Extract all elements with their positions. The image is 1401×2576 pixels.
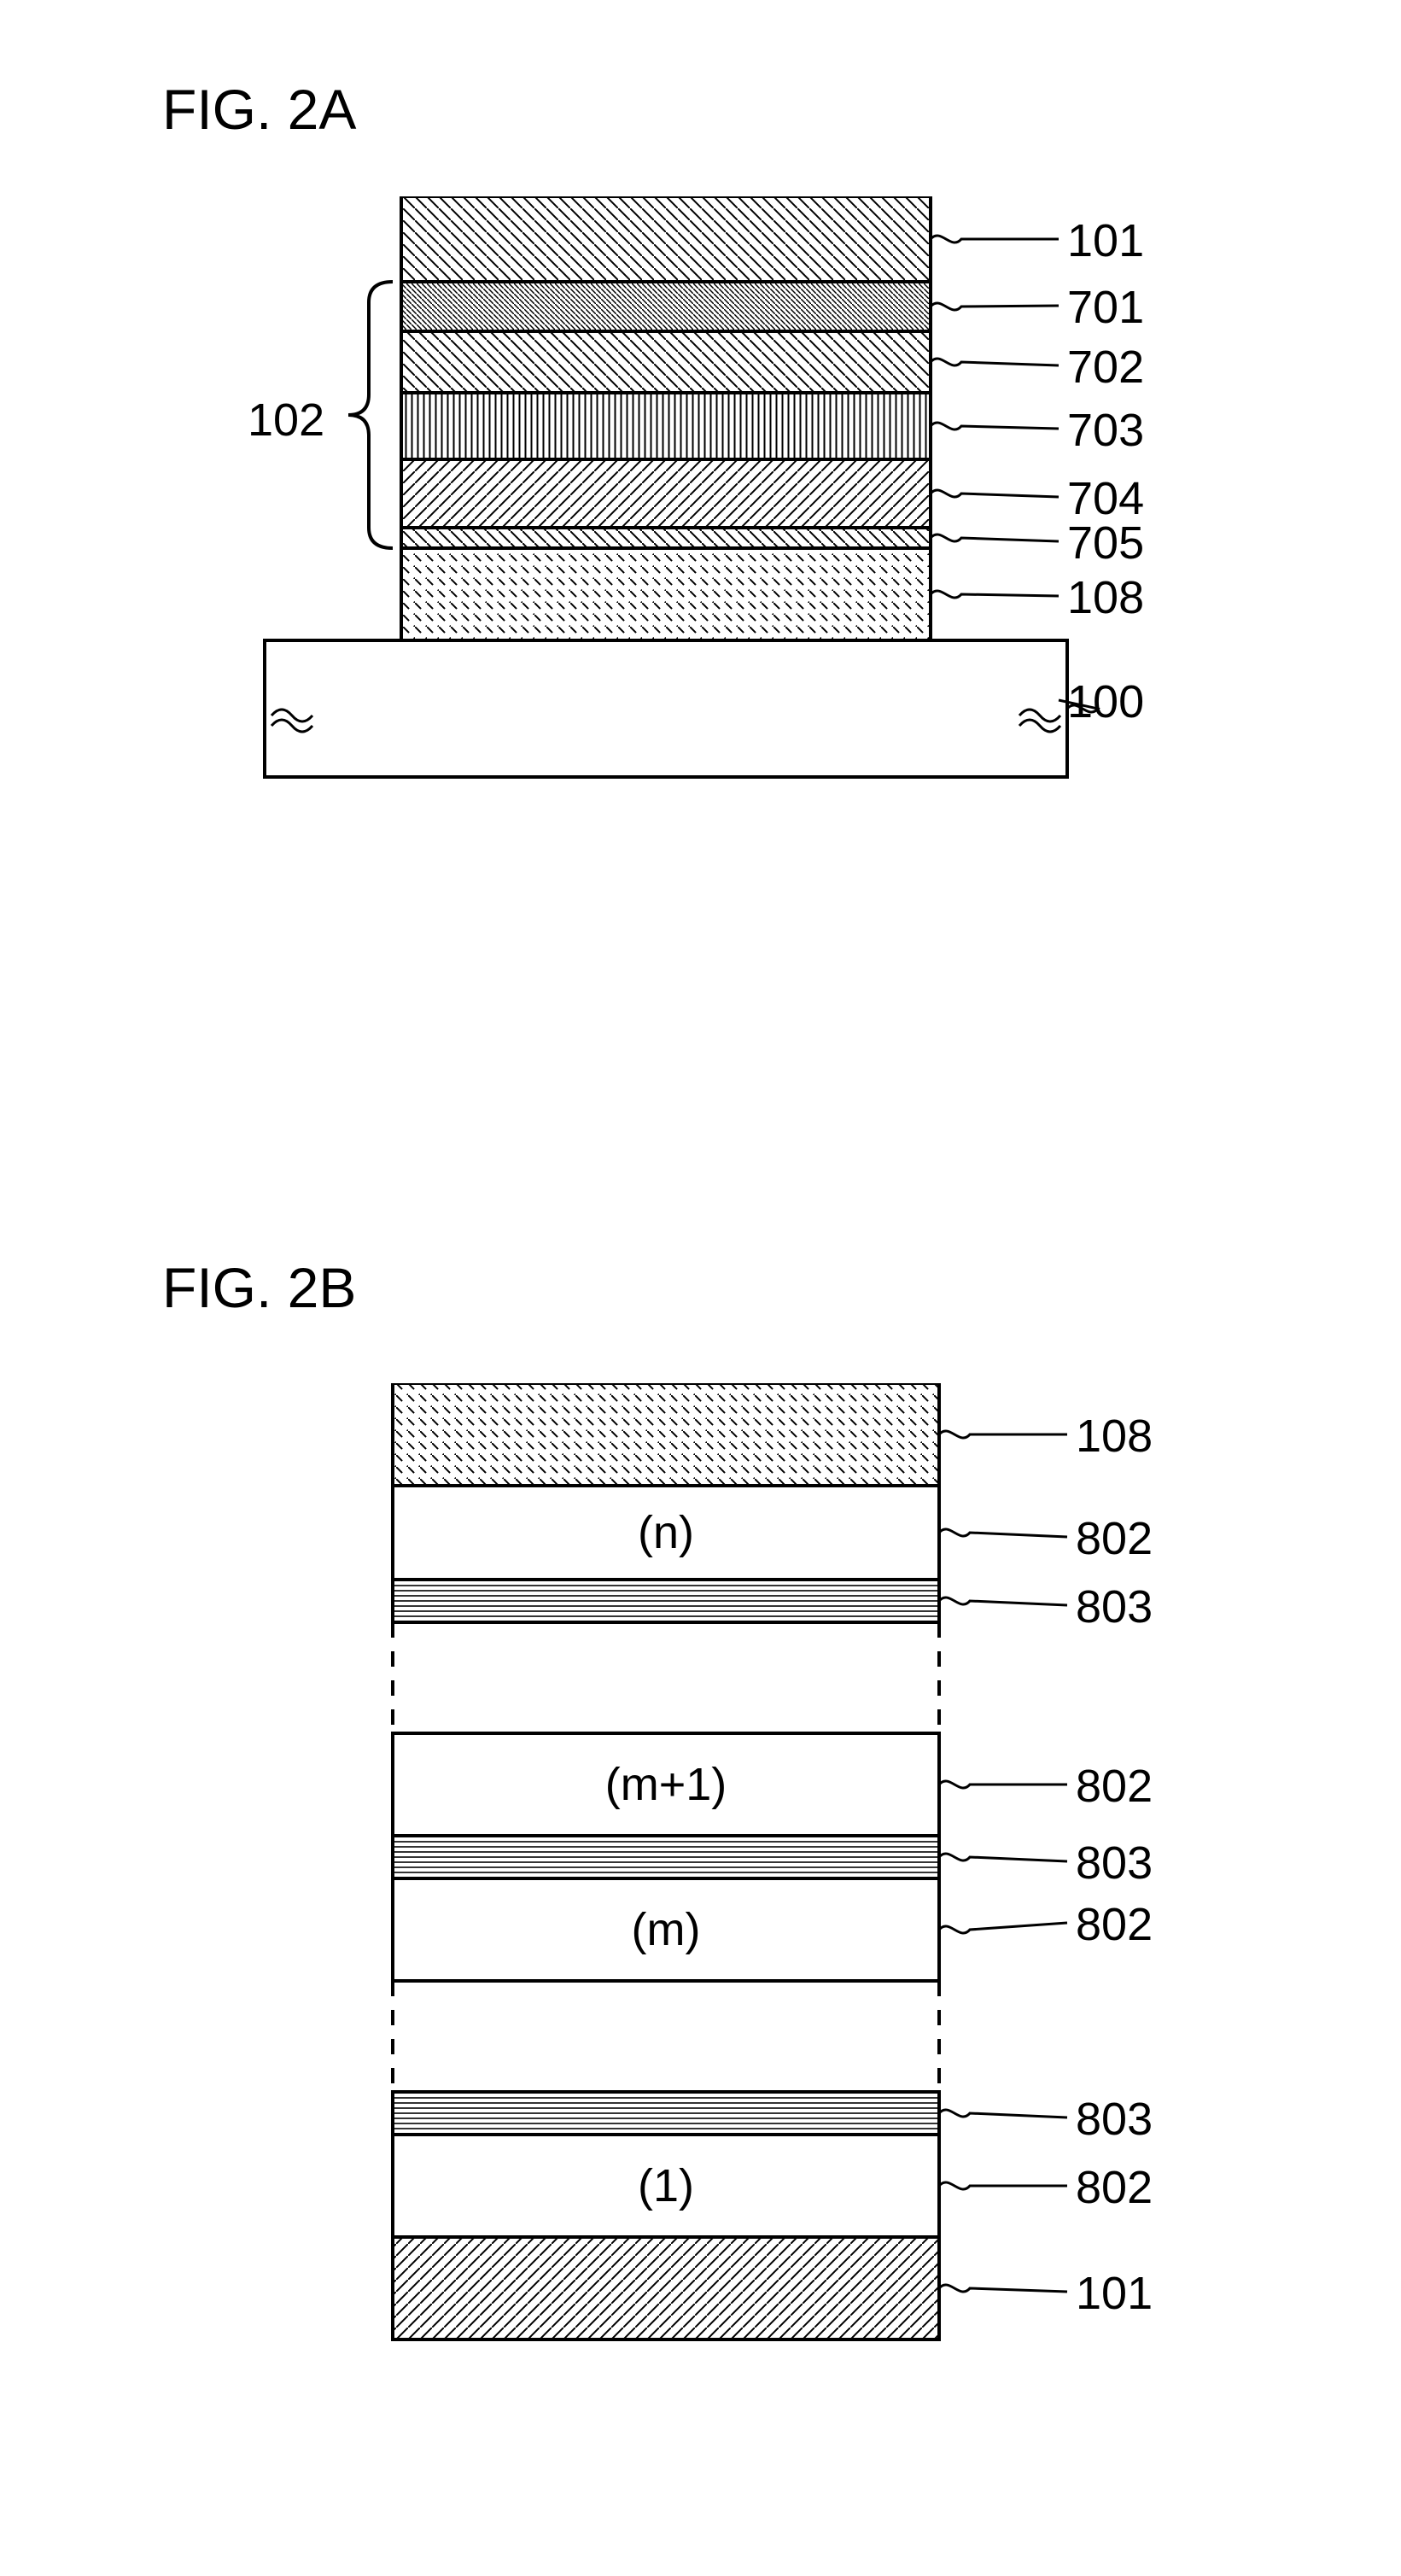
fig-2b-title: FIG. 2B (162, 1255, 356, 1320)
svg-text:101: 101 (1067, 215, 1144, 266)
svg-text:802: 802 (1076, 2162, 1153, 2213)
svg-text:702: 702 (1067, 342, 1144, 393)
svg-text:100: 100 (1067, 676, 1144, 727)
svg-text:(1): (1) (638, 2160, 694, 2211)
svg-text:(m): (m) (632, 1904, 701, 1955)
svg-text:803: 803 (1076, 1837, 1153, 1889)
svg-text:108: 108 (1067, 572, 1144, 623)
svg-text:803: 803 (1076, 2094, 1153, 2145)
svg-text:701: 701 (1067, 282, 1144, 333)
fig-2a-title: FIG. 2A (162, 77, 356, 142)
svg-text:802: 802 (1076, 1899, 1153, 1950)
svg-text:(m+1): (m+1) (605, 1759, 727, 1810)
svg-text:802: 802 (1076, 1761, 1153, 1812)
svg-text:704: 704 (1067, 473, 1144, 524)
svg-text:802: 802 (1076, 1513, 1153, 1564)
svg-text:101: 101 (1076, 2268, 1153, 2319)
svg-text:705: 705 (1067, 517, 1144, 569)
svg-text:102: 102 (248, 394, 324, 446)
svg-text:703: 703 (1067, 405, 1144, 456)
svg-text:803: 803 (1076, 1581, 1153, 1633)
svg-text:(n): (n) (638, 1507, 694, 1558)
svg-text:108: 108 (1076, 1411, 1153, 1462)
